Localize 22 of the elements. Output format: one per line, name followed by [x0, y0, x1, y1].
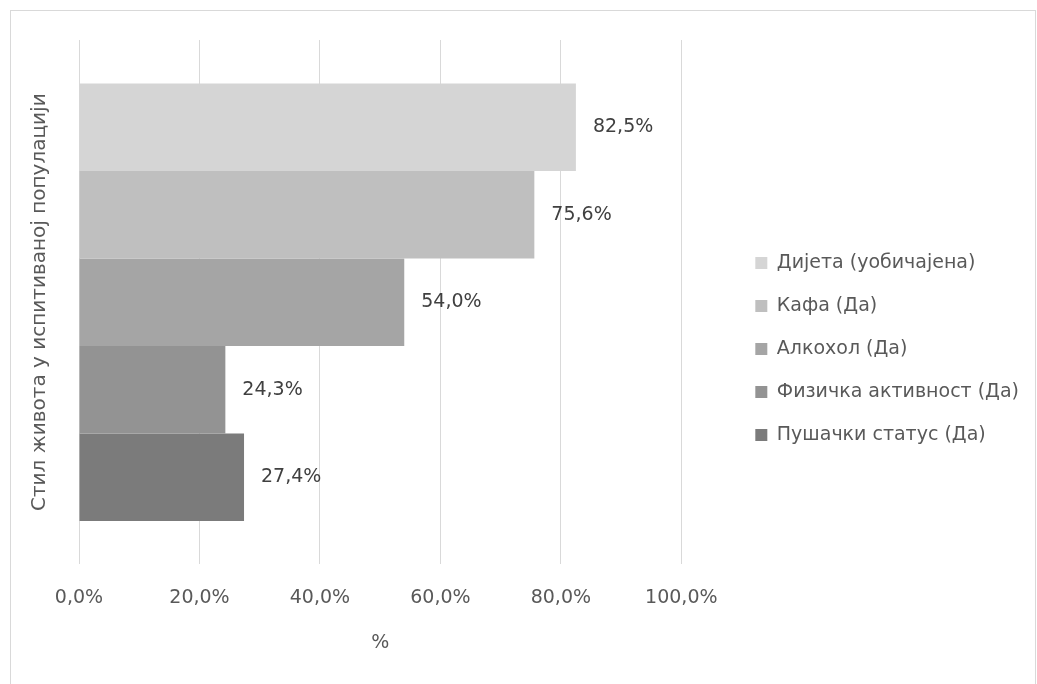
data-label: 24,3% — [242, 376, 303, 399]
legend-label: Пушачки статус (Да) — [776, 421, 986, 444]
x-tick-label: 100,0% — [645, 584, 718, 607]
bar — [79, 433, 245, 521]
legend-label: Физичка активност (Да) — [776, 378, 1019, 401]
x-tick-label: 60,0% — [410, 584, 471, 607]
x-tick-label: 0,0% — [54, 584, 104, 607]
legend-label: Кафа (Да) — [776, 292, 878, 315]
x-tick-label: 20,0% — [169, 584, 230, 607]
bar — [79, 345, 226, 434]
data-label: 75,6% — [551, 201, 612, 224]
x-axis-title: % — [371, 629, 390, 652]
legend-label: Дијета (уобичајена) — [776, 249, 976, 272]
x-tick-label: 40,0% — [289, 584, 351, 607]
bar — [79, 258, 405, 346]
legend-label: Алкохол (Да) — [776, 335, 908, 358]
data-label: 82,5% — [592, 114, 654, 137]
bar — [79, 171, 535, 259]
x-tick-label: 80,0% — [530, 584, 592, 607]
y-axis-title: Стил живота у испитиваној популацији — [26, 93, 51, 512]
data-label: 54,0% — [421, 289, 482, 312]
data-label: 27,4% — [261, 464, 322, 487]
